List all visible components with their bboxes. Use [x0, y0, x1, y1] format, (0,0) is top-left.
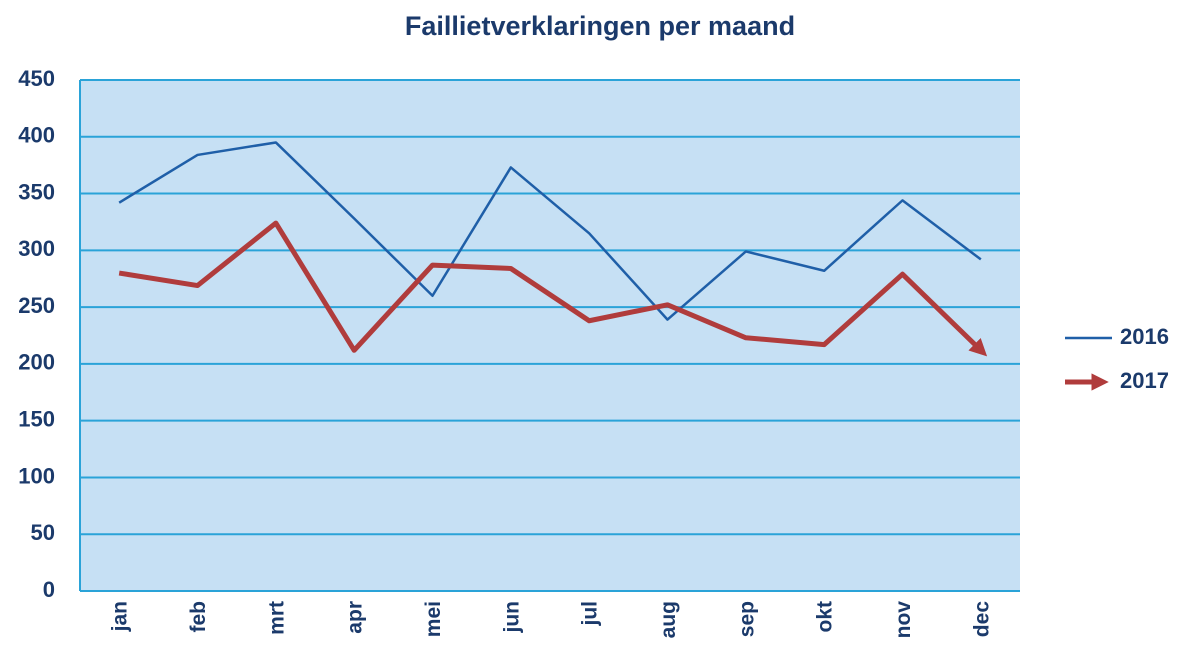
x-tick-label: jul — [579, 601, 602, 627]
x-tick-label: apr — [344, 601, 367, 634]
x-tick-label: okt — [814, 601, 837, 633]
x-tick-label: mei — [422, 601, 445, 637]
series-line — [118, 220, 988, 357]
x-tick-label: dec — [970, 601, 993, 638]
series-line — [118, 141, 982, 321]
plot-area — [80, 80, 1020, 591]
y-tick-label: 400 — [18, 123, 55, 148]
y-tick-label: 350 — [18, 179, 55, 204]
x-tick-label: sep — [735, 601, 758, 637]
y-tick-label: 100 — [18, 463, 55, 488]
x-tick-label: nov — [892, 601, 915, 639]
x-tick-label: jun — [500, 601, 523, 634]
legend-label: 2016 — [1120, 324, 1169, 349]
chart-title: Faillietverklaringen per maand — [405, 11, 795, 41]
y-tick-label: 200 — [18, 350, 55, 375]
x-tick-label: mrt — [265, 601, 288, 635]
y-tick-label: 0 — [43, 577, 55, 602]
y-tick-label: 450 — [18, 66, 55, 91]
y-tick-label: 250 — [18, 293, 55, 318]
legend-label: 2017 — [1120, 368, 1169, 393]
x-tick-label: jan — [109, 601, 132, 632]
y-tick-label: 150 — [18, 406, 55, 431]
y-tick-label: 50 — [31, 520, 55, 545]
y-tick-label: 300 — [18, 236, 55, 261]
x-tick-label: feb — [187, 601, 210, 633]
x-tick-label: aug — [657, 601, 680, 638]
